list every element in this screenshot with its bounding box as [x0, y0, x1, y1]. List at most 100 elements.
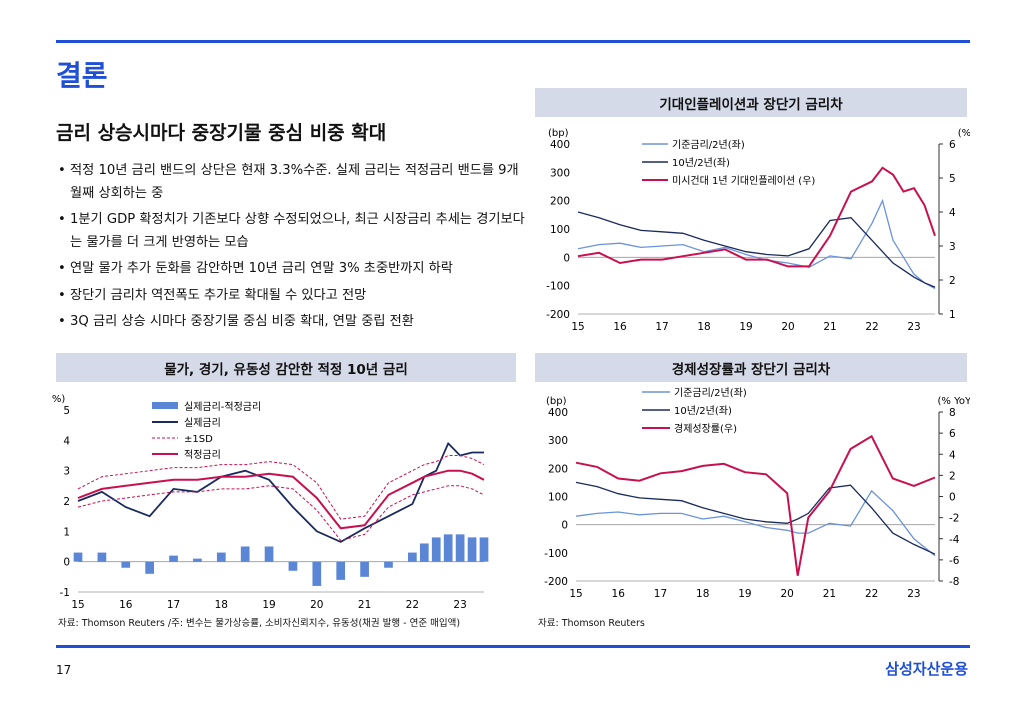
y-tick-label: 300 [550, 167, 570, 179]
x-tick-label: 23 [907, 321, 920, 333]
bar-mark [288, 561, 298, 571]
y-tick-label: 300 [548, 435, 568, 447]
top-rule [56, 40, 970, 43]
inflation-chart: 4003002001000-100-200(bp)654321(%)151617… [546, 128, 970, 333]
legend-label: 기준금리/2년(좌) [672, 139, 745, 151]
right-tick-label: -4 [949, 534, 960, 546]
y-tick-label: 100 [550, 224, 570, 236]
x-tick-label: 18 [215, 599, 228, 611]
x-tick-label: 21 [823, 321, 836, 333]
bar-mark [193, 558, 202, 562]
y-tick-label: 0 [63, 557, 70, 569]
x-tick-label: 20 [310, 599, 323, 611]
y-tick-label: 0 [563, 252, 570, 264]
x-tick-label: 17 [167, 599, 180, 611]
bar-mark [264, 546, 274, 562]
right-tick-label: 1 [949, 309, 956, 321]
x-tick-label: 22 [865, 588, 878, 600]
x-tick-label: 15 [71, 599, 84, 611]
bar-mark [216, 552, 226, 562]
bar-mark [336, 561, 346, 580]
growth-source: 자료: Thomson Reuters [538, 618, 645, 629]
fair-rate-chart-title: 물가, 경기, 유동성 감안한 적정 10년 금리 [56, 353, 516, 382]
x-tick-label: 19 [262, 599, 275, 611]
legend-label: 10년/2년(좌) [674, 405, 732, 417]
series-line [575, 434, 936, 576]
y-tick-label: -200 [546, 309, 570, 321]
right-tick-label: 2 [949, 470, 956, 482]
left-unit-label: (bp) [546, 396, 567, 407]
growth-chart-title: 경제성장률과 장단기 금리차 [535, 353, 967, 382]
x-tick-label: 16 [613, 321, 627, 333]
y-tick-label: 5 [63, 405, 70, 417]
y-tick-label: -100 [546, 281, 570, 293]
x-tick-label: 15 [571, 321, 584, 333]
x-tick-label: 23 [453, 599, 466, 611]
x-tick-label: 16 [119, 599, 133, 611]
y-tick-label: -1 [60, 587, 70, 599]
headline: 금리 상승시마다 중장기물 중심 비중 확대 [56, 122, 387, 144]
growth-chart: 4003002001000-100-200(bp)86420-2-4-6-8(%… [544, 387, 971, 600]
left-unit-label: (%) [52, 394, 65, 405]
legend-label: 미시건대 1년 기대인플레이션 (우) [672, 175, 815, 187]
bullet-item: 적정 10년 금리 밴드의 상단은 현재 3.3%수준. 실제 금리는 적정금리… [58, 160, 528, 205]
right-unit-label: (%) [958, 128, 970, 139]
y-tick-label: 4 [63, 435, 70, 447]
series-line [575, 481, 936, 555]
inflation-chart-title: 기대인플레이션과 장단기 금리차 [535, 88, 967, 117]
y-tick-label: 400 [548, 407, 568, 419]
page-number: 17 [56, 663, 72, 677]
y-tick-label: -200 [544, 576, 568, 588]
bullet-item: 장단기 금리차 역전폭도 추가로 확대될 수 있다고 전망 [58, 285, 528, 308]
bullet-item: 3Q 금리 상승 시마다 중장기물 중심 비중 확대, 연말 중립 전환 [58, 311, 528, 334]
series-line [577, 166, 936, 268]
right-tick-label: 6 [949, 139, 956, 151]
right-tick-label: 8 [949, 407, 956, 419]
right-tick-label: 2 [949, 275, 956, 287]
bar-mark [431, 537, 441, 562]
bar-mark [455, 534, 465, 562]
x-tick-label: 19 [739, 321, 752, 333]
x-tick-label: 16 [612, 588, 626, 600]
bar-mark [240, 546, 250, 562]
bar-mark [73, 552, 83, 562]
legend-swatch [152, 402, 178, 409]
x-tick-label: 23 [907, 588, 920, 600]
y-tick-label: 2 [63, 496, 70, 508]
legend-label: 실제금리-적정금리 [184, 401, 261, 413]
right-tick-label: 0 [949, 492, 956, 504]
fair-rate-source: 자료: Thomson Reuters /주: 변수는 물가상승률, 소비자신뢰… [58, 618, 461, 629]
bar-mark [169, 555, 178, 562]
legend-label: 10년/2년(좌) [672, 157, 730, 169]
bar-mark [121, 561, 131, 568]
right-tick-label: -2 [949, 513, 959, 525]
right-tick-label: -8 [949, 576, 959, 588]
bar-mark [145, 561, 154, 574]
bar-mark [467, 537, 477, 562]
x-tick-label: 17 [654, 588, 667, 600]
bullet-item: 연말 물가 추가 둔화를 감안하면 10년 금리 연말 3% 초중반까지 하락 [58, 258, 528, 281]
bottom-rule [56, 645, 970, 648]
bar-mark [408, 552, 417, 562]
y-tick-label: 100 [548, 492, 568, 504]
legend-label: 기준금리/2년(좌) [674, 387, 747, 399]
y-tick-label: 200 [548, 463, 568, 475]
series-line [575, 489, 936, 557]
series-line [77, 441, 484, 543]
y-tick-label: 3 [63, 466, 70, 478]
y-tick-label: 400 [550, 139, 570, 151]
bar-mark [97, 552, 107, 562]
x-tick-label: 21 [358, 599, 371, 611]
series-line [77, 485, 485, 541]
left-unit-label: (bp) [548, 128, 569, 139]
x-tick-label: 18 [696, 588, 709, 600]
y-tick-label: 1 [63, 526, 70, 538]
bullet-item: 1분기 GDP 확정치가 기존보다 상향 수정되었으나, 최근 시장금리 추세는… [58, 209, 528, 254]
series-line [77, 469, 485, 530]
y-tick-label: 200 [550, 196, 570, 208]
series-line [577, 211, 936, 288]
x-tick-label: 22 [406, 599, 419, 611]
right-unit-label: (% YoY) [938, 396, 971, 407]
x-tick-label: 20 [780, 588, 793, 600]
legend-label: 실제금리 [184, 417, 221, 429]
